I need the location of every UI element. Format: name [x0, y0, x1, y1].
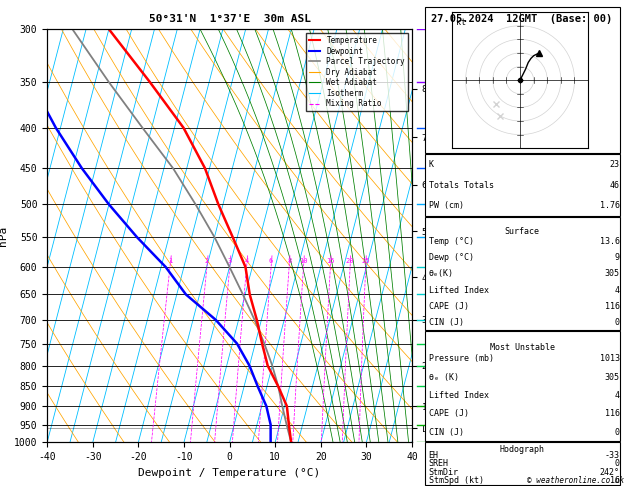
Text: 4: 4: [615, 286, 620, 295]
Text: K: K: [429, 160, 433, 169]
Text: 0: 0: [615, 459, 620, 468]
Text: 46: 46: [610, 181, 620, 190]
Text: Lifted Index: Lifted Index: [429, 391, 489, 400]
Text: Hodograph: Hodograph: [499, 445, 545, 454]
Bar: [425, 331, 620, 441]
Text: θₑ (K): θₑ (K): [429, 373, 459, 382]
Text: 242°: 242°: [599, 468, 620, 477]
Text: 305: 305: [604, 373, 620, 382]
Text: CAPE (J): CAPE (J): [429, 302, 469, 311]
Text: 2: 2: [205, 258, 209, 264]
Text: CIN (J): CIN (J): [429, 428, 464, 436]
Text: 1013: 1013: [599, 354, 620, 364]
Text: 0: 0: [615, 318, 620, 327]
Text: Surface: Surface: [504, 227, 540, 236]
Text: 6: 6: [269, 258, 273, 264]
Text: 23: 23: [610, 160, 620, 169]
Text: 25: 25: [362, 258, 370, 264]
Text: 4: 4: [615, 391, 620, 400]
Text: Most Unstable: Most Unstable: [489, 343, 555, 352]
Bar: [425, 442, 620, 485]
Text: © weatheronline.co.uk: © weatheronline.co.uk: [527, 475, 624, 485]
X-axis label: Dewpoint / Temperature (°C): Dewpoint / Temperature (°C): [138, 468, 321, 478]
Text: 8: 8: [287, 258, 291, 264]
Text: 1: 1: [168, 258, 172, 264]
Bar: [425, 217, 620, 330]
Bar: [425, 7, 620, 153]
Text: Temp (°C): Temp (°C): [429, 237, 474, 246]
Text: 3: 3: [228, 258, 232, 264]
Text: -33: -33: [604, 451, 620, 460]
Text: 10: 10: [299, 258, 308, 264]
Text: CIN (J): CIN (J): [429, 318, 464, 327]
Text: CAPE (J): CAPE (J): [429, 409, 469, 418]
Text: StmSpd (kt): StmSpd (kt): [429, 476, 484, 485]
Text: 27.05.2024  12GMT  (Base: 00): 27.05.2024 12GMT (Base: 00): [431, 14, 613, 24]
Text: EH: EH: [429, 451, 438, 460]
Y-axis label: km
ASL: km ASL: [439, 227, 461, 244]
Text: StmDir: StmDir: [429, 468, 459, 477]
Legend: Temperature, Dewpoint, Parcel Trajectory, Dry Adiabat, Wet Adiabat, Isotherm, Mi: Temperature, Dewpoint, Parcel Trajectory…: [306, 33, 408, 111]
Text: Totals Totals: Totals Totals: [429, 181, 494, 190]
Text: SREH: SREH: [429, 459, 448, 468]
Text: kt: kt: [456, 17, 466, 27]
Text: θₑ(K): θₑ(K): [429, 269, 454, 278]
Y-axis label: hPa: hPa: [0, 226, 8, 246]
Text: 116: 116: [604, 302, 620, 311]
Text: 50°31'N  1°37'E  30m ASL: 50°31'N 1°37'E 30m ASL: [148, 14, 311, 24]
Text: Pressure (mb): Pressure (mb): [429, 354, 494, 364]
Text: 0: 0: [615, 428, 620, 436]
Text: 20: 20: [346, 258, 354, 264]
Text: 9: 9: [615, 253, 620, 262]
Text: 4: 4: [245, 258, 248, 264]
Text: Lifted Index: Lifted Index: [429, 286, 489, 295]
Text: 116: 116: [604, 409, 620, 418]
Text: 13.6: 13.6: [599, 237, 620, 246]
Text: 16: 16: [610, 476, 620, 485]
Text: Dewp (°C): Dewp (°C): [429, 253, 474, 262]
Text: PW (cm): PW (cm): [429, 201, 464, 210]
Text: 1.76: 1.76: [599, 201, 620, 210]
Bar: [425, 154, 620, 216]
Text: 15: 15: [326, 258, 335, 264]
Text: 305: 305: [604, 269, 620, 278]
